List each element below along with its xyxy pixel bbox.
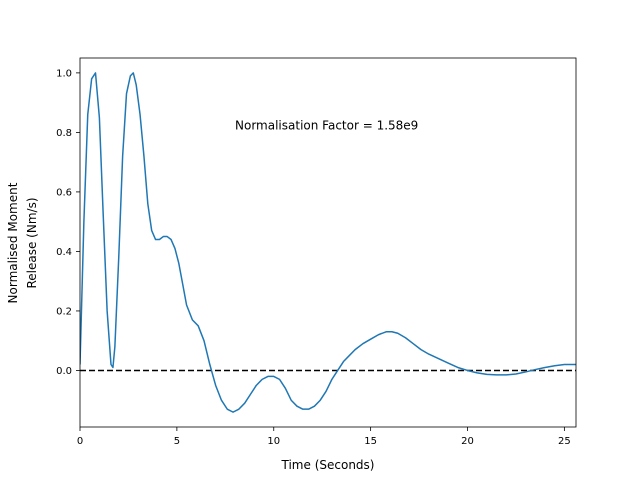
- y-tick-label: 1.0: [56, 68, 72, 79]
- normalisation-factor-annotation: Normalisation Factor = 1.58e9: [235, 118, 418, 132]
- x-axis-title: Time (Seconds): [281, 458, 375, 472]
- x-tick-label: 25: [558, 436, 571, 447]
- y-axis-title-line-2: Release (Nm/s): [25, 197, 39, 288]
- y-tick-label: 0.8: [56, 128, 72, 139]
- y-tick-label: 0.6: [56, 187, 72, 198]
- x-tick-label: 5: [174, 436, 180, 447]
- axes: 0 5 10 15 20 25 0.0 0.2 0.4 0.6 0.8 1.0: [56, 57, 577, 447]
- x-tick-label: 0: [77, 436, 83, 447]
- y-tick-label: 0.0: [56, 366, 72, 377]
- plot-area: [80, 72, 576, 413]
- y-tick-label: 0.2: [56, 306, 72, 317]
- y-axis-title-line-1: Normalised Moment: [6, 182, 20, 303]
- y-tick-label: 0.4: [56, 247, 72, 258]
- series-line-0: [80, 72, 576, 413]
- x-tick-label: 15: [364, 436, 377, 447]
- x-tick-label: 10: [267, 436, 280, 447]
- plot-frame: [79, 57, 577, 428]
- x-tick-label: 20: [461, 436, 474, 447]
